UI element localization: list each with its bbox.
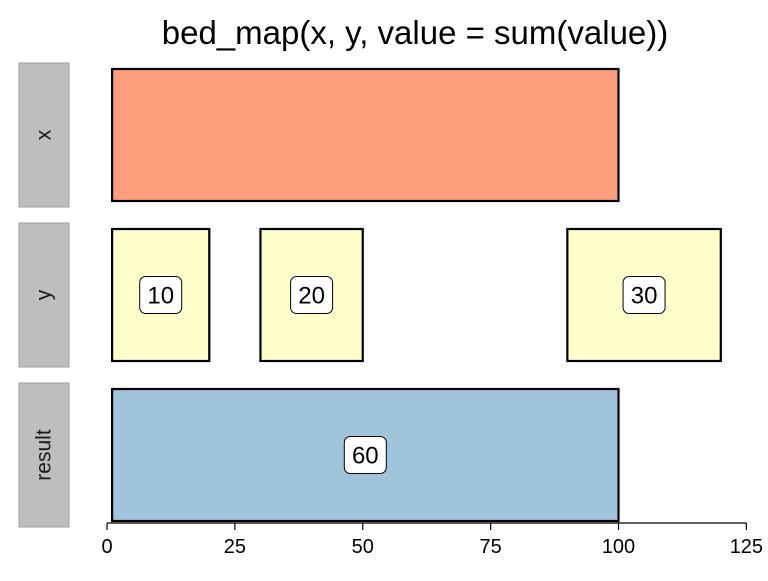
value-label: 10 <box>139 276 183 314</box>
value-label-text: 20 <box>298 283 325 310</box>
facet-strip-label: x <box>33 129 56 140</box>
panel-x: x <box>18 62 620 208</box>
value-label-text: 30 <box>631 283 658 310</box>
value-label-box <box>343 436 387 474</box>
facet-strip-y <box>18 222 70 368</box>
x-tick-label: 75 <box>480 536 502 558</box>
facet-strip-result <box>18 382 70 528</box>
facet-strip-x <box>18 62 70 208</box>
x-tick-label: 125 <box>730 536 763 558</box>
facet-panels: x y 10 20 30 result 60 <box>18 62 722 528</box>
facet-strip-label: result <box>33 429 56 481</box>
value-label: 30 <box>622 276 666 314</box>
value-label-box <box>290 276 334 314</box>
x-axis: 0 25 50 75 100 125 <box>101 522 763 558</box>
x-tick-label: 50 <box>352 536 374 558</box>
x-tick-label: 100 <box>602 536 635 558</box>
x-tick-label: 0 <box>101 536 112 558</box>
panel-result: result 60 <box>18 382 620 528</box>
value-label-box <box>622 276 666 314</box>
value-label-text: 10 <box>147 283 174 310</box>
interval-x-0 <box>111 67 620 203</box>
value-label: 60 <box>343 436 387 474</box>
value-label: 20 <box>290 276 334 314</box>
facet-strip-label: y <box>33 289 56 300</box>
chart-title: bed_map(x, y, value = sum(value)) <box>162 14 669 51</box>
x-tick-label: 25 <box>224 536 246 558</box>
value-label-box <box>139 276 183 314</box>
value-label-text: 60 <box>352 443 379 470</box>
panel-y: y 10 20 30 <box>18 222 722 368</box>
